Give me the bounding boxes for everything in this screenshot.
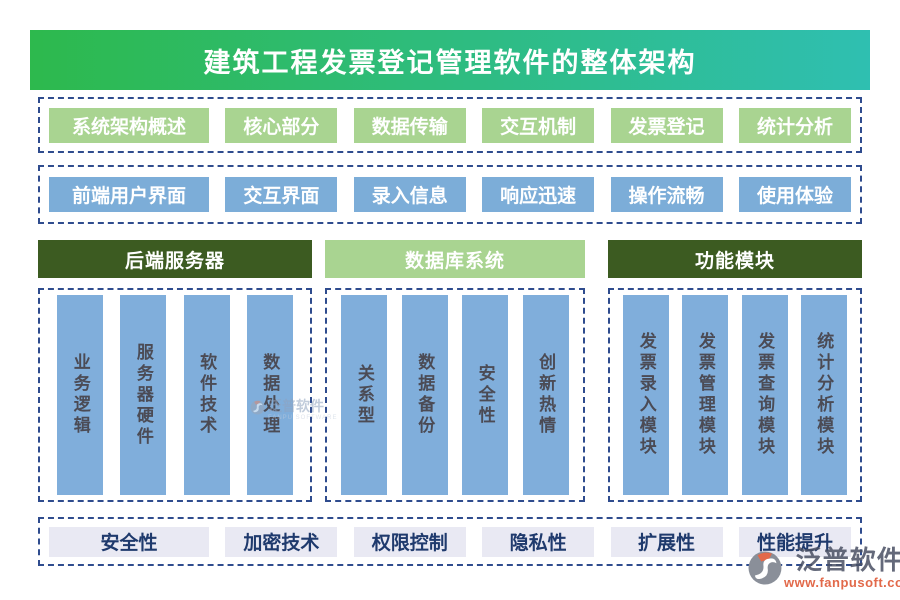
database-bar: 安全性 (462, 295, 509, 495)
header-database-system: 数据库系统 (325, 240, 585, 278)
function-modules-column: 发票录入模块 发票管理模块 发票查询模块 统计分析模块 (608, 288, 862, 502)
frontend-node: 操作流畅 (610, 177, 723, 212)
overview-node: 数据传输 (353, 107, 466, 143)
frontend-node: 录入信息 (353, 177, 466, 212)
overview-node: 核心部分 (225, 107, 338, 143)
fanpu-logo-icon (748, 551, 782, 585)
backend-bar: 数据处理 (246, 295, 293, 495)
watermark: 泛普软件 FANPU SOFTWARE (250, 399, 337, 421)
header-function-modules: 功能模块 (608, 240, 862, 278)
backend-bar: 服务器硬件 (120, 295, 167, 495)
fanpu-logo: 泛普软件 www.fanpusoft.com (748, 547, 900, 589)
frontend-section: 前端用户界面 交互界面 录入信息 响应迅速 操作流畅 使用体验 (38, 165, 862, 224)
backend-bar: 软件技术 (183, 295, 230, 495)
frontend-node: 前端用户界面 (49, 177, 209, 212)
security-node: 扩展性 (610, 526, 723, 557)
backend-bar: 业务逻辑 (57, 295, 104, 495)
frontend-node: 交互界面 (225, 177, 338, 212)
overview-node: 交互机制 (482, 107, 595, 143)
overview-node: 统计分析 (738, 107, 851, 143)
fanpu-url-text: www.fanpusoft.com (784, 575, 900, 590)
header-backend-server: 后端服务器 (38, 240, 312, 278)
watermark-subtext: FANPU SOFTWARE (268, 415, 338, 421)
security-node: 加密技术 (225, 526, 338, 557)
backend-server-column: 业务逻辑 服务器硬件 软件技术 数据处理 (38, 288, 312, 502)
fanpu-brand-text: 泛普软件 (795, 545, 900, 575)
module-bar: 发票查询模块 (741, 295, 788, 495)
frontend-node: 响应迅速 (482, 177, 595, 212)
overview-section: 系统架构概述 核心部分 数据传输 交互机制 发票登记 统计分析 (38, 97, 862, 153)
frontend-node: 使用体验 (738, 177, 851, 212)
overview-node: 发票登记 (610, 107, 723, 143)
watermark-text: 泛普软件 (268, 398, 324, 414)
security-section: 安全性 加密技术 权限控制 隐私性 扩展性 性能提升 (38, 517, 862, 566)
overview-node: 系统架构概述 (49, 107, 209, 143)
security-node: 性能提升 (738, 526, 851, 557)
module-bar: 发票录入模块 (623, 295, 670, 495)
database-bar: 关系型 (341, 295, 388, 495)
watermark-logo-icon (250, 400, 265, 415)
module-bar: 统计分析模块 (800, 295, 847, 495)
module-bar: 发票管理模块 (682, 295, 729, 495)
database-bar: 创新热情 (522, 295, 569, 495)
security-node: 安全性 (49, 526, 209, 557)
security-node: 隐私性 (482, 526, 595, 557)
page-title: 建筑工程发票登记管理软件的整体架构 (30, 30, 870, 90)
security-node: 权限控制 (353, 526, 466, 557)
database-bar: 数据备份 (401, 295, 448, 495)
database-system-column: 关系型 数据备份 安全性 创新热情 (325, 288, 585, 502)
